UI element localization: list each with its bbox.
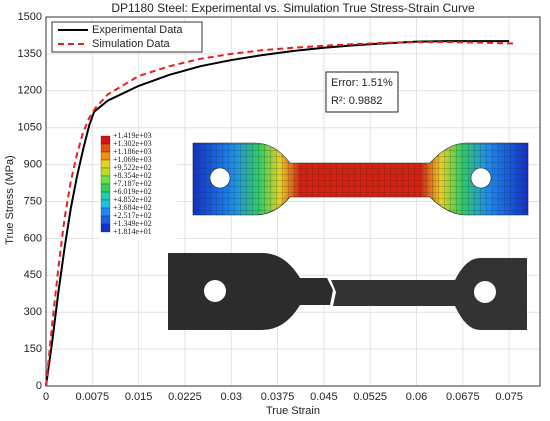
y-axis-label: True Stress (MPa) [4,155,16,244]
colorbar-cell [100,215,111,225]
colorbar-cell [100,199,111,209]
colorbar-cell [100,167,111,177]
annotation-box: Error: 1.51% R²: 0.9882 [325,71,399,113]
annotation: Error: 1.51% [331,77,393,89]
x-tick-label: 0.045 [310,391,338,403]
colorbar: +1.419e+03+1.302e+03+1.186e+03+1.069e+03… [99,131,177,240]
x-axis-label: True Strain [266,405,320,417]
x-tick-label: 0.0375 [261,391,295,403]
annotation: R²: 0.9882 [331,95,382,107]
line-series [45,41,516,387]
y-tick-label: 600 [24,232,42,244]
colorbar-label: +7.187e+02 [113,179,152,188]
x-tick-label: 0.06 [406,391,427,403]
y-tick-label: 450 [24,269,42,281]
colorbar-cell [100,191,111,201]
chart-title: DP1180 Steel: Experimental vs. Simulatio… [111,1,475,15]
colorbar-cell [100,183,111,193]
colorbar-label: +8.354e+02 [113,171,152,180]
plot-frame [45,16,541,387]
colorbar-label: +9.522e+02 [113,163,152,172]
x-tick-label: 0.03 [221,391,242,403]
line-series [45,40,510,387]
colorbar-cell [100,151,111,161]
x-tick-label: 0 [43,391,49,403]
colorbar-label: +6.019e+02 [113,187,152,196]
x-tick-label: 0.075 [495,391,523,403]
y-tick-label: 0 [36,380,42,392]
legend: Experimental Data Simulation Data [51,21,203,53]
colorbar-cell [100,223,111,233]
colorbar-label: +1.186e+03 [113,147,152,156]
colorbar-label: +1.419e+03 [113,131,152,140]
fe-specimen [192,142,529,216]
colorbar-bg [99,134,177,240]
colorbar-cell [100,135,111,145]
x-tick-label: 0.0225 [168,391,202,403]
y-tick-label: 1500 [18,11,42,23]
colorbar-label: +1.349e+02 [113,219,152,228]
colorbar-cell [100,143,111,153]
y-tick-label: 1200 [18,85,42,97]
legend-label: Experimental Data [92,24,183,36]
colorbar-cell [100,175,111,185]
y-tick-label: 900 [24,159,42,171]
y-tick-label: 300 [24,306,42,318]
x-tick-label: 0.0075 [75,391,109,403]
colorbar-label: +1.069e+03 [113,155,152,164]
colorbar-label: +1.302e+03 [113,139,152,148]
legend-label: Simulation Data [92,38,171,50]
y-tick-label: 150 [24,343,42,355]
x-tick-label: 0.0675 [446,391,480,403]
physical-specimen [168,253,527,330]
y-tick-label: 1050 [18,122,42,134]
colorbar-label: +3.684e+02 [113,203,152,212]
colorbar-cell [100,159,111,169]
y-tick-label: 1350 [18,48,42,60]
colorbar-label: +2.517e+02 [113,211,152,220]
colorbar-cell [100,207,111,217]
x-tick-label: 0.015 [125,391,153,403]
legend-box [51,21,203,53]
x-tick-label: 0.0525 [353,391,387,403]
colorbar-label: +4.852e+02 [113,195,152,204]
y-tick-label: 750 [24,195,42,207]
colorbar-label: +1.814e+01 [113,227,152,236]
